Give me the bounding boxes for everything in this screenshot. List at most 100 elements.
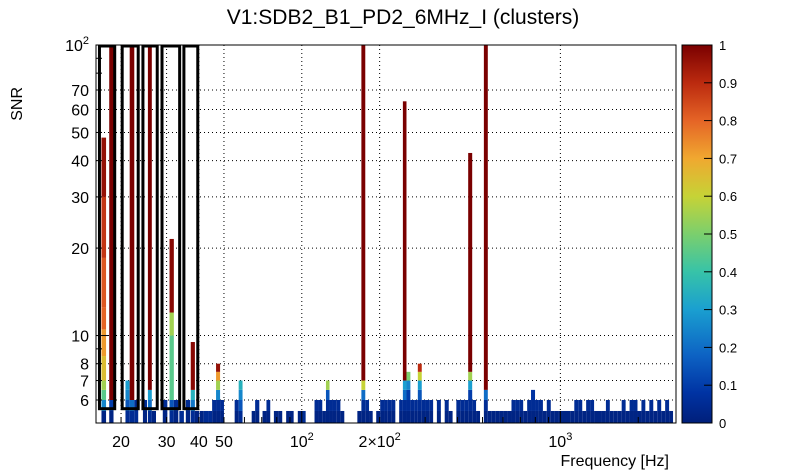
heatmap-cell: [448, 410, 453, 423]
heatmap-cell: [665, 410, 670, 423]
heatmap-cell: [464, 410, 469, 423]
heatmap-cell: [578, 410, 583, 423]
heatmap-cell: [162, 410, 168, 423]
y-tick-label: 20: [71, 241, 89, 258]
heatmap-cell: [286, 410, 290, 423]
heatmap-cell: [361, 380, 366, 390]
heatmap-cell: [329, 410, 333, 423]
heatmap-cell: [361, 410, 366, 423]
heatmap-cell: [109, 410, 114, 423]
heatmap-cell: [169, 399, 174, 411]
heatmap-cell: [406, 410, 411, 423]
heatmap-cell: [402, 101, 407, 381]
heatmap-cell: [402, 380, 407, 390]
heatmap-cell: [582, 410, 587, 423]
heatmap-cell: [190, 342, 195, 390]
y-tick-label: 10: [71, 329, 89, 346]
heatmap-cell: [318, 410, 323, 423]
heatmap-cell: [657, 410, 662, 423]
heatmap-cell: [637, 410, 642, 423]
heatmap-cell: [538, 410, 543, 423]
heatmap-cell: [621, 399, 626, 411]
heatmap-cell: [234, 410, 239, 423]
heatmap-cell: [605, 399, 610, 411]
x-tick-label: 50: [215, 434, 233, 451]
colorbar-tick-label: 0.5: [719, 227, 737, 242]
heatmap-cell: [332, 410, 337, 423]
heatmap-cell: [273, 410, 279, 423]
heatmap-cell: [566, 410, 571, 423]
colorbar-tick-label: 0.6: [719, 189, 737, 204]
heatmap-cell: [216, 399, 221, 411]
heatmap-cell: [574, 399, 579, 411]
y-tick-label: 60: [71, 102, 89, 119]
heatmap-cell: [570, 410, 575, 423]
heatmap-cell: [101, 410, 107, 423]
heatmap-cell: [417, 380, 422, 390]
heatmap-cell: [546, 410, 551, 423]
heatmap-cell: [101, 356, 107, 381]
heatmap-cell: [460, 410, 465, 423]
heatmap-cell: [594, 410, 598, 423]
heatmap-cell: [190, 389, 195, 400]
heatmap-cell: [483, 389, 488, 400]
heatmap-cell: [199, 410, 204, 423]
heatmap-cell: [629, 399, 634, 411]
x-tick-label: 40: [190, 434, 208, 451]
heatmap-cell: [387, 399, 392, 411]
heatmap-cell: [590, 410, 595, 423]
heatmap-cell: [535, 410, 539, 423]
heatmap-cell: [190, 410, 195, 423]
highlight-box: [97, 44, 117, 411]
heatmap-cell: [468, 410, 473, 423]
heatmap-cell: [550, 410, 555, 423]
heatmap-cell: [406, 380, 411, 390]
heatmap-cell: [216, 389, 221, 400]
heatmap-cell: [586, 410, 591, 423]
heatmap-cell: [162, 399, 168, 411]
heatmap-cell: [185, 410, 191, 423]
heatmap-cell: [101, 257, 107, 308]
heatmap-cell: [605, 410, 610, 423]
heatmap-cell: [318, 399, 323, 411]
heatmap-cell: [464, 399, 469, 411]
heatmap-cell: [125, 380, 130, 390]
heatmap-cell: [361, 45, 366, 381]
heatmap-cell: [669, 410, 674, 423]
heatmap-cell: [266, 399, 271, 411]
y-tick-label: 70: [71, 83, 89, 100]
heatmap-cell: [325, 410, 330, 423]
heatmap-cell: [238, 380, 243, 390]
heatmap-cell: [417, 371, 422, 381]
colorbar-tick-label: 1: [719, 38, 726, 53]
heatmap-cell: [142, 399, 148, 411]
heatmap-cell: [220, 399, 224, 411]
heatmap-cell: [653, 410, 658, 423]
heatmap-cell: [523, 410, 528, 423]
heatmap-cell: [402, 410, 407, 423]
x-tick-label: 20: [112, 434, 130, 451]
heatmap-cell: [629, 410, 634, 423]
heatmap-cell: [444, 410, 449, 423]
heatmap-cell: [468, 399, 473, 411]
heatmap-cell: [406, 371, 411, 381]
heatmap-cell: [417, 389, 422, 400]
heatmap-cell: [384, 410, 388, 423]
heatmap-cell: [129, 45, 135, 400]
heatmap-cell: [384, 399, 388, 411]
heatmap-cell: [203, 410, 209, 423]
heatmap-cell: [661, 410, 666, 423]
highlight-box: [182, 44, 200, 411]
heatmap-cell: [527, 399, 532, 411]
heatmap-cell: [369, 410, 373, 423]
plot-frame: [95, 44, 677, 424]
heatmap-cell: [147, 399, 152, 411]
heatmap-cell: [216, 371, 221, 381]
heatmap-cell: [238, 399, 243, 411]
heatmap-cell: [101, 399, 107, 411]
heatmap-cell: [491, 410, 496, 423]
heatmap-cell: [613, 410, 618, 423]
heatmap-cell: [208, 410, 213, 423]
heatmap-cell: [361, 399, 366, 411]
heatmap-cell: [340, 410, 345, 423]
